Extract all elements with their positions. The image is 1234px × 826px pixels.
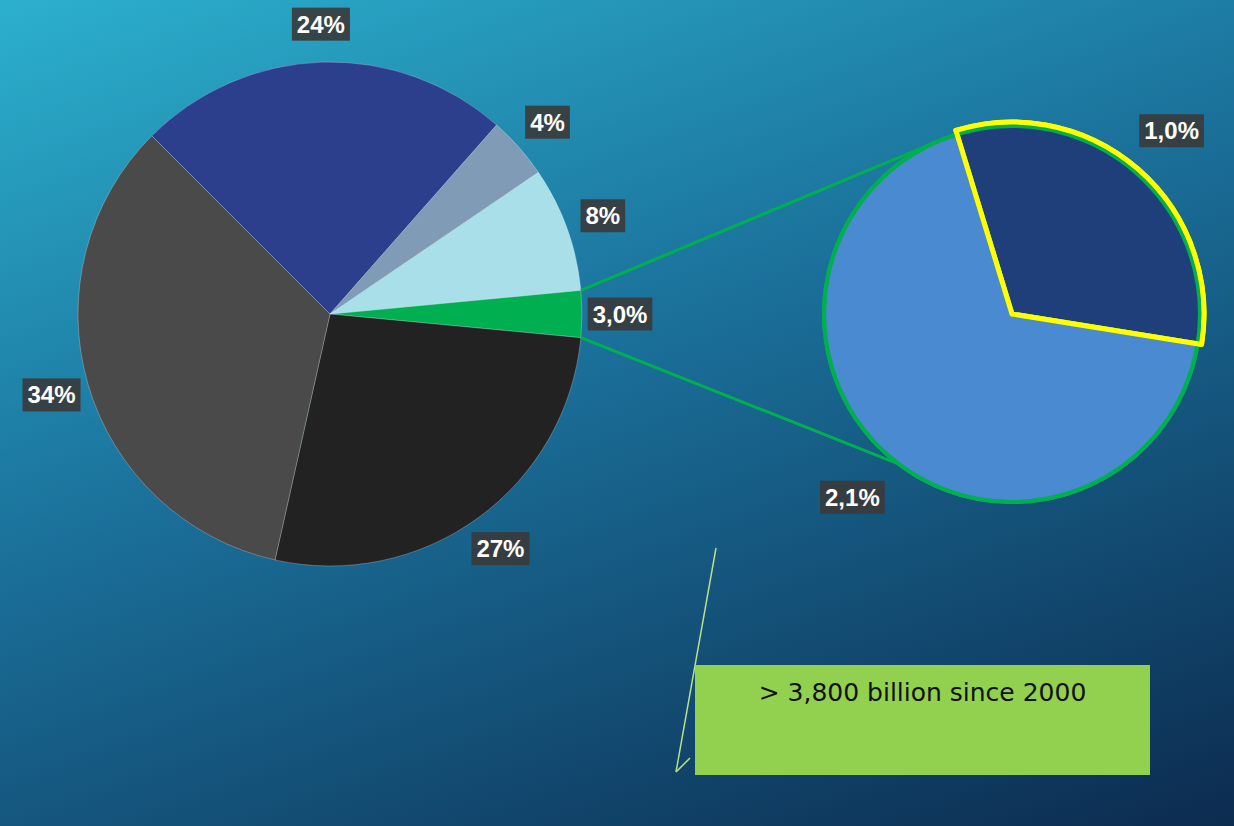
- data-label: 27%: [476, 535, 524, 562]
- data-label: 4%: [530, 109, 565, 136]
- label-box: [525, 106, 570, 139]
- data-label-group: 4%: [525, 106, 570, 139]
- data-label: 8%: [586, 202, 621, 229]
- data-label: 34%: [27, 381, 75, 408]
- data-label-group: 24%: [292, 8, 350, 41]
- data-label-group: 27%: [471, 532, 529, 565]
- data-label-group: 8%: [581, 199, 626, 232]
- callout-line: [676, 758, 690, 772]
- data-label: 1,0%: [1144, 117, 1199, 144]
- data-label-group: 2,1%: [820, 481, 885, 514]
- highlight-outline: [956, 122, 1204, 344]
- annotation: > 3,800 billion since 2000: [695, 665, 1150, 775]
- label-box: [581, 199, 626, 232]
- label-box: [1139, 114, 1204, 147]
- data-label-group: 3,0%: [588, 298, 653, 331]
- data-label: 3,0%: [593, 301, 648, 328]
- label-box: [22, 378, 80, 411]
- data-label-group: 1,0%: [1139, 114, 1204, 147]
- data-label: 24%: [297, 11, 345, 38]
- label-box: [471, 532, 529, 565]
- main-pie: [78, 62, 582, 566]
- pie-slice: [330, 172, 581, 314]
- label-box: [588, 298, 653, 331]
- zoom-pie: [824, 122, 1204, 502]
- data-label-group: 34%: [22, 378, 80, 411]
- label-box: [292, 8, 350, 41]
- label-box: [820, 481, 885, 514]
- data-label: 2,1%: [825, 484, 880, 511]
